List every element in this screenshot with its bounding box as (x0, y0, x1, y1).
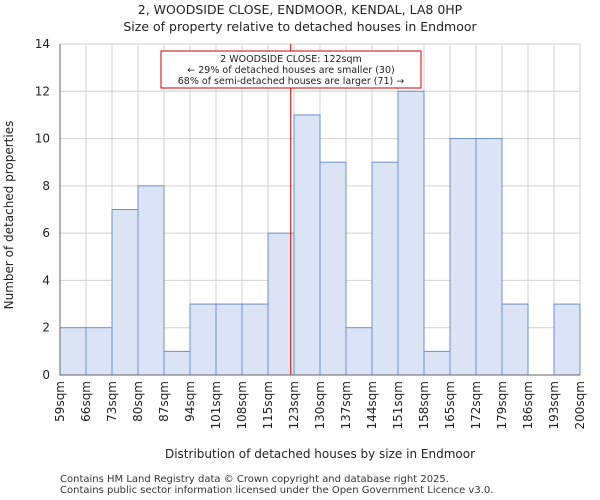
chart-subtitle: Size of property relative to detached ho… (123, 19, 477, 34)
x-tick-label: 66sqm (79, 381, 93, 422)
bar (111, 209, 139, 376)
bar (189, 303, 217, 376)
annotation-line: ← 29% of detached houses are smaller (30… (187, 65, 394, 76)
x-tick-label: 130sqm (313, 381, 327, 429)
x-tick-label: 137sqm (339, 381, 353, 429)
x-tick-label: 200sqm (573, 381, 587, 429)
bar (215, 303, 243, 376)
axes (59, 44, 580, 376)
y-tick-labels: 0 2 4 6 8 10 12 14 (35, 37, 50, 382)
x-tick-label: 59sqm (53, 381, 67, 422)
y-tick-label: 0 (42, 368, 50, 382)
y-tick-label: 6 (42, 226, 50, 240)
y-tick-label: 12 (35, 84, 50, 98)
x-tick-label: 115sqm (261, 381, 275, 429)
bar (501, 303, 529, 376)
x-tick-label: 87sqm (157, 381, 171, 422)
y-tick-label: 14 (35, 37, 50, 51)
x-tick-label: 151sqm (391, 381, 405, 429)
footer-line-1: Contains HM Land Registry data © Crown c… (60, 474, 449, 485)
bar (397, 90, 425, 376)
x-tick-label: 108sqm (235, 381, 249, 429)
footer-line-2: Contains public sector information licen… (60, 485, 494, 496)
y-tick-label: 2 (42, 321, 50, 335)
x-tick-label: 186sqm (521, 381, 535, 429)
annotation-box: 2 WOODSIDE CLOSE: 122sqm← 29% of detache… (160, 50, 422, 89)
bar (163, 350, 191, 376)
y-tick-label: 10 (35, 132, 50, 146)
y-axis-label: Number of detached properties (2, 121, 16, 310)
x-tick-label: 179sqm (495, 381, 509, 429)
x-tick-label: 172sqm (469, 381, 483, 429)
x-tick-label: 158sqm (417, 381, 431, 429)
x-tick-label: 94sqm (183, 381, 197, 422)
bar (267, 232, 295, 376)
x-tick-label: 193sqm (547, 381, 561, 429)
x-tick-label: 73sqm (105, 381, 119, 422)
bar (241, 303, 269, 376)
bar (475, 138, 503, 376)
bar (319, 161, 347, 376)
bar (553, 303, 581, 376)
x-tick-label: 101sqm (209, 381, 223, 429)
bars (59, 90, 581, 376)
bar (85, 327, 113, 376)
x-tick-label: 123sqm (287, 381, 301, 429)
bar (423, 350, 451, 376)
x-tick-label: 165sqm (443, 381, 457, 429)
bar (449, 138, 477, 376)
x-axis-label: Distribution of detached houses by size … (165, 447, 475, 461)
bar (137, 185, 165, 376)
annotation-frame (160, 50, 422, 89)
x-tick-labels: 59sqm 66sqm 73sqm 80sqm 87sqm 94sqm 101sqm 108s… (53, 381, 587, 429)
annotation-line: 68% of semi-detached houses are larger (… (178, 76, 405, 87)
bar (293, 114, 321, 376)
chart-title: 2, WOODSIDE CLOSE, ENDMOOR, KENDAL, LA8 … (137, 2, 463, 17)
bar (371, 161, 399, 376)
y-tick-label: 4 (42, 273, 50, 287)
bar (345, 327, 373, 376)
y-tick-label: 8 (42, 179, 50, 193)
x-tick-label: 80sqm (131, 381, 145, 422)
annotation-line: 2 WOODSIDE CLOSE: 122sqm (220, 54, 362, 65)
bar (59, 327, 87, 376)
x-tick-label: 144sqm (365, 381, 379, 429)
